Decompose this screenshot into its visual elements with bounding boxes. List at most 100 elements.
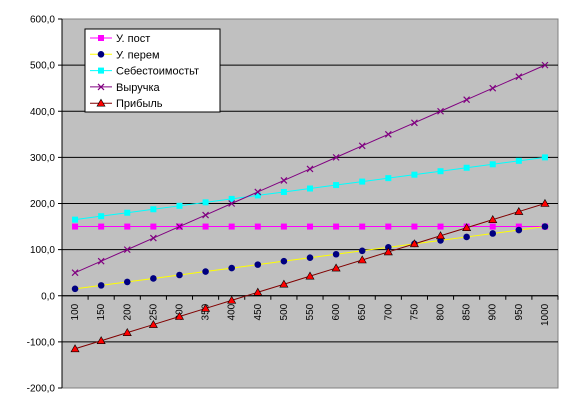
data-point — [202, 268, 209, 275]
data-point — [228, 223, 235, 230]
data-point — [123, 246, 131, 254]
data-point — [307, 223, 313, 230]
data-point — [228, 264, 235, 272]
y-tick-label: -100,0 — [27, 337, 56, 348]
data-point — [174, 311, 184, 320]
data-point — [72, 216, 79, 223]
legend-marker — [96, 98, 106, 107]
data-point — [540, 198, 550, 207]
data-point — [410, 119, 418, 127]
data-point — [202, 211, 210, 219]
x-tick-label: 950 — [514, 303, 525, 320]
data-point — [98, 213, 105, 220]
x-tick-label: 550 — [305, 303, 316, 320]
data-point — [332, 250, 340, 258]
x-tick-label: 400 — [227, 303, 238, 320]
x-axis: 100 150 200 250 300 350 400 450 500 550 600 650 700 7… — [61, 295, 559, 326]
y-tick-label: 500,0 — [30, 61, 55, 72]
x-tick-label: 100 — [70, 303, 81, 320]
data-point — [463, 96, 471, 104]
data-point — [359, 223, 366, 230]
data-point — [305, 271, 315, 280]
data-point — [70, 344, 80, 353]
data-point — [202, 223, 209, 230]
data-point — [411, 223, 418, 230]
x-tick-label: 250 — [148, 303, 159, 320]
y-tick-label: -200,0 — [27, 384, 56, 395]
data-point — [98, 223, 105, 230]
data-point — [280, 177, 288, 184]
x-tick-label: 850 — [462, 303, 473, 320]
x-tick-label: 350 — [201, 303, 212, 320]
y-tick-label: 100,0 — [30, 245, 55, 256]
data-point — [150, 206, 157, 213]
data-point — [71, 285, 79, 293]
data-point — [383, 247, 393, 256]
legend-label: У. пост — [116, 33, 150, 45]
data-point — [489, 230, 497, 237]
series-5 — [70, 198, 550, 353]
legend-marker — [97, 83, 105, 91]
data-point — [149, 234, 157, 242]
data-point — [489, 161, 496, 168]
data-point — [515, 157, 522, 164]
legend-marker — [97, 51, 105, 58]
data-point — [201, 303, 211, 312]
data-point — [332, 153, 340, 161]
data-point — [123, 278, 131, 286]
x-tick-label: 200 — [122, 303, 133, 320]
data-point — [358, 247, 366, 255]
data-point — [228, 200, 236, 207]
y-axis: -200,0 -100,0 0,0 100,0 200,0 300,0 400,0 500,0… — [27, 15, 63, 395]
data-point — [541, 223, 549, 230]
data-point — [306, 165, 314, 173]
data-point — [385, 175, 392, 182]
x-tick-label: 1000 — [540, 303, 551, 326]
data-point — [333, 182, 340, 189]
data-point — [358, 142, 366, 150]
data-point — [307, 185, 313, 192]
x-tick-label: 450 — [253, 303, 264, 320]
data-point — [254, 261, 262, 268]
data-point — [514, 206, 524, 215]
y-tick-label: 200,0 — [30, 199, 55, 210]
y-tick-label: 600,0 — [30, 15, 55, 26]
x-tick-label: 150 — [96, 303, 107, 320]
data-point — [385, 223, 392, 230]
data-point — [359, 178, 366, 185]
data-point — [227, 295, 237, 304]
data-point — [148, 319, 158, 328]
data-point — [280, 257, 288, 265]
legend-entry: У. пост — [90, 33, 150, 45]
data-point — [384, 130, 392, 138]
x-tick-label: 750 — [409, 303, 420, 320]
data-point — [489, 223, 496, 230]
series-3 — [72, 154, 548, 223]
data-point — [436, 231, 446, 240]
y-tick-label: 300,0 — [30, 153, 55, 164]
data-point — [515, 73, 523, 81]
data-point — [97, 257, 105, 265]
data-point — [385, 244, 392, 251]
legend-marker — [98, 35, 104, 41]
data-point — [515, 223, 522, 230]
data-point — [253, 287, 263, 296]
data-point — [150, 223, 157, 230]
data-point — [437, 223, 444, 230]
legend-entry: Себестоимостьт — [90, 66, 199, 78]
data-point — [411, 171, 418, 178]
legend-label: У. перем — [116, 49, 160, 61]
data-point — [150, 275, 157, 282]
x-tick-label: 500 — [279, 303, 290, 320]
data-point — [254, 192, 261, 199]
data-point — [279, 279, 289, 288]
data-point — [463, 164, 470, 171]
data-point — [515, 226, 523, 234]
data-point — [228, 195, 235, 202]
data-point — [176, 271, 183, 279]
legend-marker — [98, 67, 104, 74]
x-tick-label: 650 — [357, 303, 368, 320]
x-tick-label: 700 — [383, 303, 394, 320]
data-point — [122, 328, 132, 336]
